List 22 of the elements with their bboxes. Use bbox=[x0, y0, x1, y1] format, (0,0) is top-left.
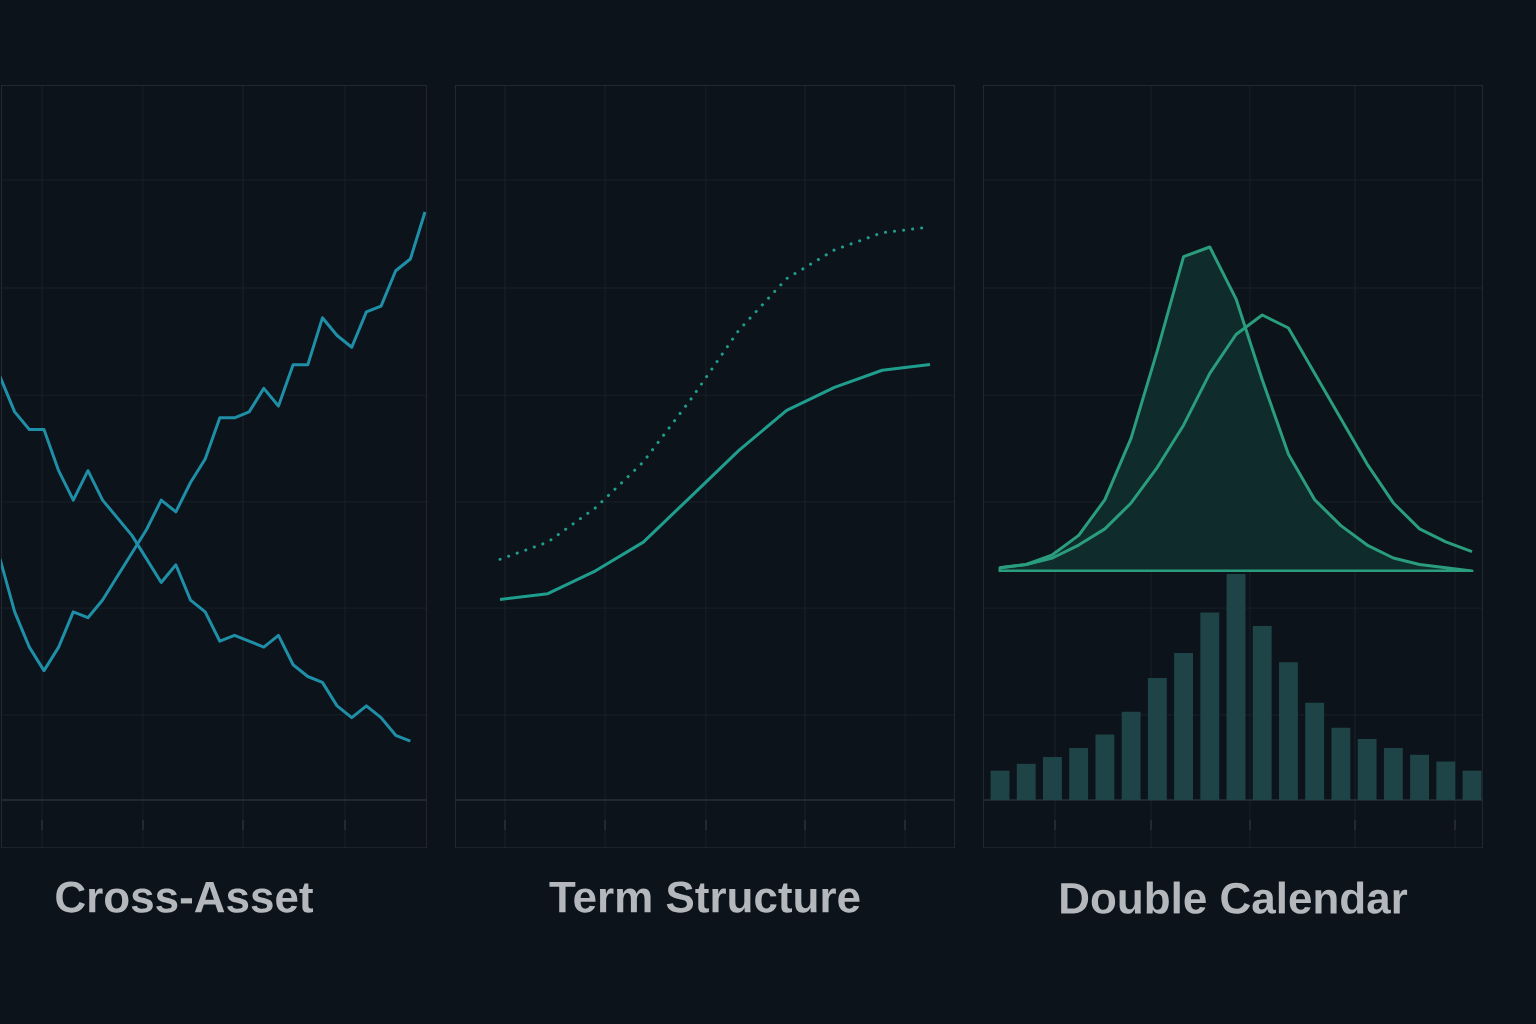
bar bbox=[1174, 653, 1194, 800]
bar bbox=[1462, 770, 1482, 800]
bar bbox=[1069, 748, 1089, 800]
bar bbox=[1357, 738, 1377, 800]
bar bbox=[1016, 763, 1036, 800]
bar bbox=[1226, 573, 1246, 800]
bar bbox=[1410, 754, 1430, 800]
bar bbox=[1331, 727, 1351, 800]
bar bbox=[1279, 662, 1298, 800]
text: Cross-Asset bbox=[56, 881, 314, 913]
bar bbox=[1383, 748, 1403, 800]
bar bbox=[1095, 734, 1115, 800]
bar bbox=[1252, 625, 1272, 800]
bar bbox=[1147, 677, 1167, 800]
bar bbox=[1436, 761, 1456, 800]
bar bbox=[1043, 757, 1062, 800]
bar bbox=[1305, 702, 1325, 800]
bar bbox=[1121, 711, 1141, 800]
text: Term Structure bbox=[549, 881, 860, 913]
bar bbox=[1200, 612, 1220, 800]
bar bbox=[990, 770, 1010, 800]
text: Double Calendar bbox=[1061, 881, 1408, 914]
